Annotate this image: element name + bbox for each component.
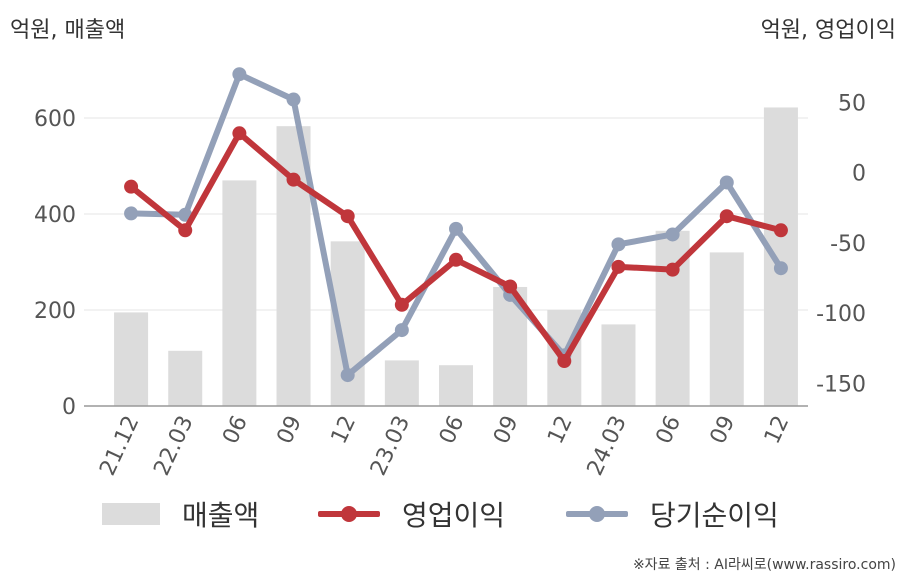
x-tick-label: 06 xyxy=(218,412,252,448)
revenue-bar xyxy=(114,312,149,406)
operating-profit-point xyxy=(340,209,355,224)
right-axis-unit: 억원, 영업이익 xyxy=(760,18,896,43)
operating-profit-point xyxy=(449,252,463,267)
x-tick-label: 12 xyxy=(543,412,577,448)
legend-swatch-revenue xyxy=(102,503,160,525)
net-income-point xyxy=(665,227,680,242)
revenue-bar xyxy=(601,324,636,406)
chart-plot: 0 200 400 600 -150 -100 -50 0 50 21.12 22.03 06 09 12… xyxy=(34,67,866,480)
operating-profit-point xyxy=(286,172,301,187)
net-income-point xyxy=(124,206,139,221)
legend-item-net-income: 당기순이익 xyxy=(566,492,779,536)
operating-profit-point xyxy=(232,126,247,141)
operating-profit-point xyxy=(719,209,734,224)
x-tick-label: 12 xyxy=(760,412,794,448)
net-income-point xyxy=(719,175,734,190)
x-tick-label: 22.03 xyxy=(149,412,198,480)
right-tick-label: -50 xyxy=(830,232,866,257)
x-tick-label: 12 xyxy=(327,412,361,448)
operating-profit-point xyxy=(178,223,193,238)
x-tick-label: 06 xyxy=(435,412,469,448)
net-income-point xyxy=(232,67,247,82)
legend-item-operating-profit: 영업이익 xyxy=(318,492,505,536)
legend-label-net-income: 당기순이익 xyxy=(650,499,779,532)
chart-legend: 매출액 영업이익 당기순이익 xyxy=(0,492,908,536)
operating-profit-point xyxy=(557,354,572,369)
operating-profit-point xyxy=(773,223,788,238)
x-tick-label: 09 xyxy=(489,412,523,448)
left-tick-label: 0 xyxy=(62,395,76,420)
net-income-point xyxy=(394,323,409,338)
legend-swatch-operating-profit xyxy=(318,503,380,525)
net-income-point xyxy=(340,368,355,383)
right-tick-label: -150 xyxy=(816,373,866,398)
net-income-point xyxy=(286,92,301,107)
x-tick-label: 09 xyxy=(272,412,306,448)
x-tick-label: 24.03 xyxy=(583,412,632,480)
x-tick-label: 21.12 xyxy=(95,412,144,480)
left-tick-label: 200 xyxy=(34,299,76,324)
operating-profit-point xyxy=(124,179,139,194)
left-tick-label: 600 xyxy=(34,107,76,132)
net-income-point xyxy=(611,237,626,252)
operating-profit-point xyxy=(665,262,680,277)
net-income-point xyxy=(773,261,788,276)
revenue-bar xyxy=(439,365,473,406)
legend-label-operating-profit: 영업이익 xyxy=(402,499,506,532)
legend-label-revenue: 매출액 xyxy=(182,499,260,532)
net-income-point xyxy=(449,221,463,236)
left-axis-unit: 억원, 매출액 xyxy=(10,18,126,43)
x-tick-label: 09 xyxy=(706,412,740,448)
right-tick-label: 50 xyxy=(838,91,866,116)
legend-item-revenue: 매출액 xyxy=(102,492,259,536)
legend-swatch-net-income xyxy=(566,503,628,525)
operating-profit-point xyxy=(611,259,626,274)
revenue-bar xyxy=(763,107,798,406)
right-tick-label: 0 xyxy=(852,162,866,187)
operating-profit-point xyxy=(394,297,409,312)
revenue-bar xyxy=(709,252,744,406)
source-note: ※자료 출처 : AI라씨로(www.rassiro.com) xyxy=(632,557,896,573)
x-tick-label: 06 xyxy=(652,412,686,448)
left-tick-label: 400 xyxy=(34,203,76,228)
revenue-bar xyxy=(222,180,257,406)
revenue-bar xyxy=(384,360,419,406)
x-tick-label: 23.03 xyxy=(366,412,415,480)
right-tick-label: -100 xyxy=(816,302,866,327)
operating-profit-point xyxy=(503,279,518,294)
revenue-bar xyxy=(168,350,203,406)
